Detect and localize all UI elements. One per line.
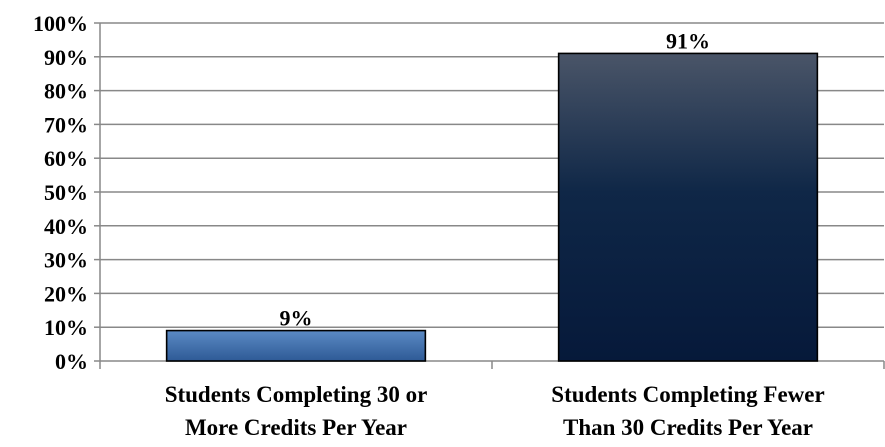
y-tick-label: 80% (44, 79, 88, 104)
data-label-1: 9% (280, 306, 313, 331)
y-tick-label: 20% (44, 281, 88, 306)
category-label-line: Students Completing 30 or (165, 382, 428, 407)
category-label-line: More Credits Per Year (185, 415, 407, 440)
category-label-line: Students Completing Fewer (551, 382, 824, 407)
gridlines (100, 22, 884, 328)
y-tick-label: 30% (44, 248, 88, 273)
y-tick-label: 70% (44, 112, 88, 137)
y-tick-label: 50% (44, 180, 88, 205)
y-tick-label: 90% (44, 45, 88, 70)
bars (165, 52, 819, 362)
y-tick-label: 0% (55, 349, 88, 374)
y-tick-label: 100% (33, 11, 88, 36)
category-label-line: Than 30 Credits Per Year (563, 415, 813, 440)
data-label-2: 91% (666, 28, 710, 53)
category-label-1: Students Completing 30 or More Credits Pe… (165, 382, 428, 440)
category-label-2: Students Completing Fewer Than 30 Credits… (551, 382, 824, 440)
bar-1 (165, 329, 427, 362)
y-tick-label: 40% (44, 214, 88, 239)
y-tick-label: 60% (44, 146, 88, 171)
y-tick-label: 10% (44, 315, 88, 340)
x-axis-category-labels: Students Completing 30 or More Credits Pe… (165, 382, 825, 440)
bar-2 (557, 52, 819, 362)
data-labels: 9% 91% (280, 28, 711, 330)
y-axis-tick-labels: 0% 10% 20% 30% 40% 50% 60% 70% 80% 90% 100% (33, 11, 88, 374)
